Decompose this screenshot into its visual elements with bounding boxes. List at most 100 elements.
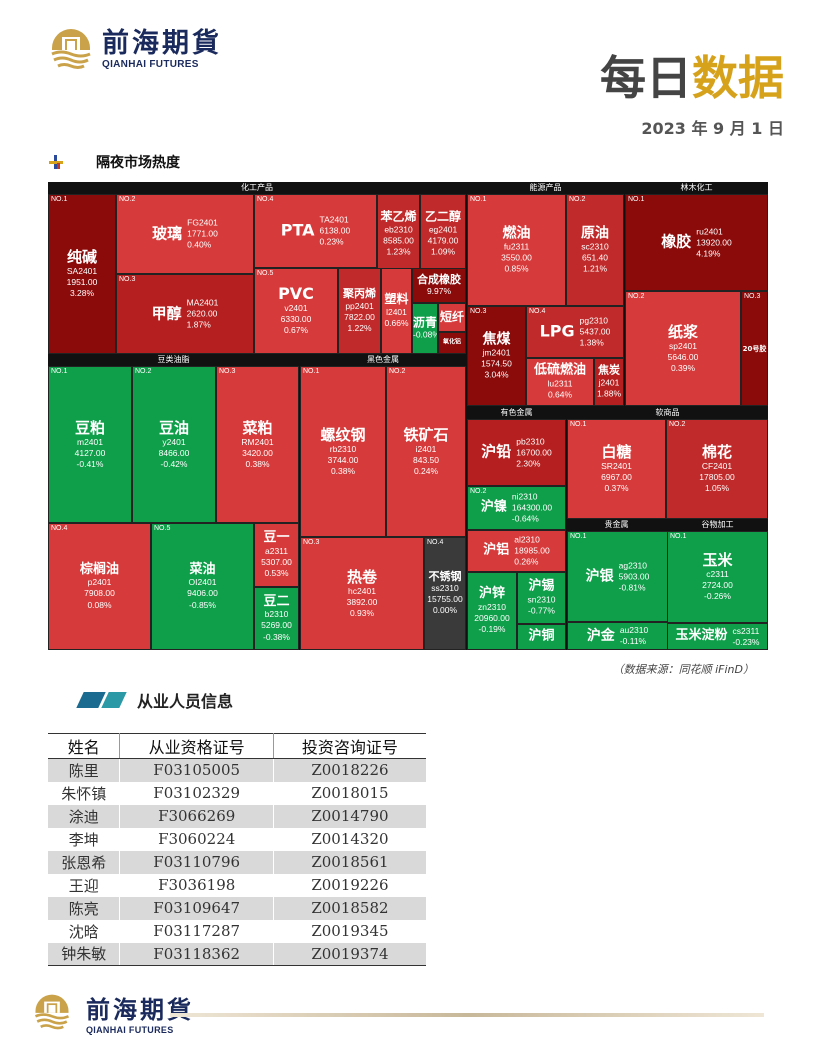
staff-name: 陈里 <box>48 758 121 782</box>
rank-label: NO.1 <box>628 196 645 203</box>
commodity-name: 沪铅 <box>481 442 512 461</box>
contract-code: CF2401 <box>701 461 733 472</box>
rank-label: NO.3 <box>744 293 761 300</box>
change-percent: 0.66% <box>384 317 409 328</box>
commodity-name: 菜粕 <box>242 418 273 437</box>
last-price: 8466.00 <box>158 447 190 458</box>
rank-label: NO.1 <box>570 533 587 540</box>
qualification-number: F03117287 <box>119 919 274 943</box>
change-percent: -0.19% <box>478 623 506 634</box>
treemap-cell: 短纤 <box>438 303 466 332</box>
contract-code: m2401 <box>77 436 103 447</box>
last-price: 4127.00 <box>74 447 106 458</box>
commodity-name: 白糖 <box>601 442 632 461</box>
staff-name: 朱怀镇 <box>48 781 121 805</box>
change-percent: 0.93% <box>349 607 375 618</box>
rank-label: NO.2 <box>389 368 406 375</box>
treemap-cell: 沪金 au2310 -0.11% <box>567 622 668 650</box>
last-price: 5437.00 <box>579 326 611 337</box>
consulting-number: Z0018015 <box>311 784 389 802</box>
contract-code: al2310 <box>514 534 540 545</box>
commodity-name: 沪金 <box>586 627 615 644</box>
rank-label: NO.1 <box>570 421 587 428</box>
contract-code: v2401 <box>284 303 308 314</box>
staff-name: 涂迪 <box>48 804 121 828</box>
treemap-cell: NO.1 豆粕 m2401 4127.00 -0.41% <box>48 366 132 523</box>
change-percent: -0.64% <box>511 513 539 524</box>
change-percent: 0.53% <box>264 567 289 578</box>
treemap-cell: NO.2 原油 sc2310 651.40 1.21% <box>566 194 624 306</box>
commodity-name: 沪锡 <box>528 578 555 594</box>
last-price: 3420.00 <box>242 447 273 458</box>
change-percent: 0.85% <box>504 263 529 274</box>
last-price: 5646.00 <box>667 351 699 362</box>
treemap-cell: 沪锌 zn2310 20960.00 -0.19% <box>467 572 517 650</box>
change-percent: 1.88% <box>596 388 622 399</box>
treemap-cell: NO.1 橡胶 ru2401 13920.00 4.19% <box>625 194 768 291</box>
treemap-group-label: 豆类油脂 <box>48 354 299 366</box>
table-row: 陈亮 F03109647 Z0018582 <box>48 896 426 920</box>
last-price: 7822.00 <box>344 311 375 322</box>
qianhai-logo-icon <box>48 26 94 72</box>
section-title: 隔夜市场热度 <box>96 155 180 171</box>
treemap-cell: NO.1 纯碱 SA2401 1951.00 3.28% <box>48 194 116 354</box>
consulting-number: Z0014790 <box>273 804 426 828</box>
treemap-group-label: 谷物加工 <box>667 519 768 531</box>
column-header-consulting: 投资咨询证号 <box>273 733 426 759</box>
qualification-number: F3060224 <box>119 827 274 851</box>
contract-code: jm2401 <box>482 347 511 358</box>
commodity-name: 铁矿石 <box>403 425 449 444</box>
commodity-name: 豆二 <box>263 593 290 609</box>
commodity-name: 玉米 <box>702 550 733 569</box>
change-percent: 3.04% <box>484 369 509 380</box>
treemap-cell: NO.3 甲醇 MA2401 2620.00 1.87% <box>116 274 254 354</box>
last-price: 7908.00 <box>84 588 115 599</box>
last-price: 3744.00 <box>327 454 359 465</box>
contract-code: sc2310 <box>581 241 609 252</box>
commodity-name: LPG <box>539 321 575 341</box>
contract-code: au2310 <box>619 624 649 635</box>
rank-label: NO.2 <box>628 293 645 300</box>
treemap-cell: 沪铝 al2310 18985.00 0.26% <box>467 530 566 572</box>
change-percent: 0.67% <box>283 325 309 336</box>
change-percent: 1.38% <box>579 337 604 348</box>
rank-label: NO.3 <box>470 308 487 315</box>
commodity-name: 聚丙烯 <box>343 287 376 301</box>
qualification-number: F03102329 <box>119 781 274 805</box>
contract-code: SA2401 <box>66 266 98 277</box>
treemap-cell: 焦炭 j2401 1.88% <box>594 358 624 406</box>
treemap-cell: NO.5 菜油 OI2401 9406.00 -0.85% <box>151 523 254 650</box>
contract-code: ru2401 <box>696 225 723 236</box>
last-price: 4179.00 <box>427 235 459 246</box>
last-price: 20960.00 <box>474 612 510 623</box>
commodity-name: 棕榈油 <box>79 561 119 577</box>
last-price: 17805.00 <box>699 472 735 483</box>
contract-code: j2401 <box>598 377 620 388</box>
last-price: 3550.00 <box>501 252 532 263</box>
contract-code: OI2401 <box>188 577 217 588</box>
change-percent: -0.23% <box>732 636 760 647</box>
treemap-cell: 豆一 a2311 5307.00 0.53% <box>254 523 299 587</box>
table-row: 钟朱敏 F03118362 Z0019374 <box>48 942 426 966</box>
change-percent: 4.19% <box>696 248 721 259</box>
commodity-name: 苯乙烯 <box>380 209 417 224</box>
commodity-name: 20号胶 <box>742 344 767 353</box>
treemap-cell: NO.2 玻璃 FG2401 1771.00 0.40% <box>116 194 254 274</box>
commodity-name: 棉花 <box>701 442 732 461</box>
contract-code: MA2401 <box>186 297 219 308</box>
table-row: 朱怀镇 F03102329 Z0018015 <box>48 781 426 805</box>
last-price: 16700.00 <box>516 446 552 457</box>
change-percent: 0.23% <box>319 236 344 247</box>
change-percent: -0.42% <box>160 458 188 469</box>
staff-name: 钟朱敏 <box>48 942 121 966</box>
change-percent: 0.08% <box>87 599 112 610</box>
treemap-cell: 沪铜 <box>517 624 566 650</box>
treemap-cell: NO.1 沪银 ag2310 5903.00 -0.81% <box>567 531 668 622</box>
contract-code: ni2310 <box>511 491 538 502</box>
treemap-group-label: 林木化工 <box>625 182 768 194</box>
commodity-name: 焦炭 <box>598 363 620 377</box>
section-heading-staff: 从业人员信息 <box>76 688 233 712</box>
change-percent: 0.38% <box>245 458 270 469</box>
rank-label: NO.2 <box>119 196 136 203</box>
last-price: 13920.00 <box>696 236 732 247</box>
